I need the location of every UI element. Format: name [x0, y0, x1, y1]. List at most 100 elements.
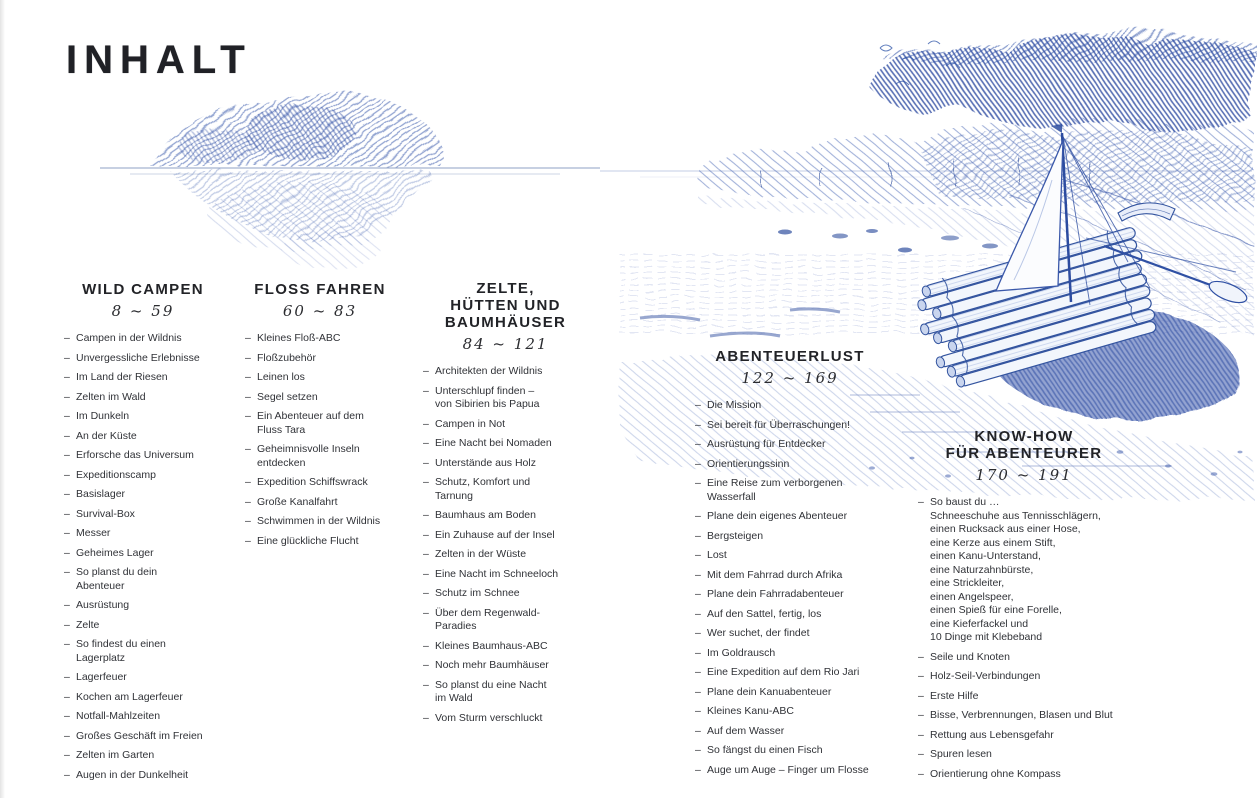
- item-label: So planst du eine Nacht im Wald: [435, 678, 547, 705]
- item-label: Geheimnisvolle Inseln entdecken: [257, 443, 360, 469]
- item-dash: –: [423, 509, 429, 521]
- item-dash: –: [64, 710, 70, 722]
- toc-item: – Noch mehr Baumhäuser: [423, 659, 588, 673]
- section-item-list: – Campen in der Wildnis – Unvergessliche Er…: [64, 332, 222, 782]
- toc-section: KNOW-HOW FÜR ABENTEURER 170 ~ 191– So baus…: [918, 428, 1130, 787]
- item-dash: –: [245, 390, 251, 403]
- item-label: Zelten im Wald: [76, 390, 146, 403]
- item-label: Unterschlupf finden – von Sibirien bis P…: [435, 384, 540, 411]
- section-item-list: – Kleines Floß-ABC – Floßzubehör – Leinen los…: [245, 332, 395, 548]
- toc-item: – Orientierungssinn: [695, 458, 885, 472]
- item-label: So findest du einen Lagerplatz: [76, 638, 166, 664]
- toc-item: – Architekten der Wildnis: [423, 365, 588, 379]
- item-label: Leinen los: [257, 371, 305, 383]
- item-label: Auf dem Wasser: [707, 724, 785, 737]
- sail-illustration: [994, 139, 1064, 292]
- item-label: So fängst du einen Fisch: [707, 744, 823, 756]
- item-dash: –: [64, 527, 70, 539]
- toc-item: – Auf den Sattel, fertig, los: [695, 608, 885, 622]
- far-treeline-illustration: [700, 116, 1254, 211]
- section-title: WILD CAMPEN: [82, 281, 204, 298]
- item-dash: –: [423, 678, 429, 691]
- boat-illustration: [1117, 202, 1176, 222]
- item-dash: –: [423, 437, 429, 449]
- item-label: Schwimmen in der Wildnis: [257, 515, 381, 527]
- item-dash: –: [423, 639, 429, 652]
- toc-item: – Leinen los: [245, 371, 395, 385]
- item-dash: –: [695, 568, 701, 581]
- item-label: Ein Zuhause auf der Insel: [435, 528, 555, 541]
- toc-item: – Rettung aus Lebensgefahr: [918, 729, 1130, 743]
- item-label: Expeditionscamp: [76, 468, 156, 481]
- section-page-range: 60 ~ 83: [282, 302, 358, 320]
- item-dash: –: [245, 443, 251, 455]
- item-label: Über dem Regenwald- Paradies: [435, 606, 541, 633]
- toc-item: – Kleines Floß-ABC: [245, 332, 395, 346]
- toc-item: – Spuren lesen: [918, 748, 1130, 762]
- item-label: Messer: [76, 527, 111, 539]
- toc-item: – Notfall-Mahlzeiten: [64, 710, 222, 724]
- item-dash: –: [423, 567, 429, 580]
- toc-item: – So fängst du einen Fisch: [695, 744, 885, 758]
- item-dash: –: [918, 767, 924, 780]
- item-dash: –: [423, 384, 429, 397]
- item-dash: –: [423, 587, 429, 599]
- item-dash: –: [64, 410, 70, 422]
- item-dash: –: [695, 724, 701, 737]
- toc-item: – Kleines Baumhaus-ABC: [423, 640, 588, 654]
- toc-item: – Floßzubehör: [245, 352, 395, 366]
- item-dash: –: [695, 646, 701, 659]
- toc-item: – Bergsteigen: [695, 530, 885, 544]
- item-dash: –: [918, 728, 924, 741]
- item-label: Plane dein eigenes Abenteuer: [707, 510, 848, 522]
- item-label: Geheimes Lager: [76, 546, 154, 559]
- toc-item: – Zelten im Garten: [64, 749, 222, 763]
- island-trees-illustration: [150, 90, 443, 268]
- item-label: Erste Hilfe: [930, 689, 979, 702]
- item-dash: –: [695, 438, 701, 450]
- item-label: Survival-Box: [76, 507, 135, 520]
- toc-item: – Schutz im Schnee: [423, 587, 588, 601]
- toc-section: ABENTEUERLUST 122 ~ 169– Die Mission – Sei b…: [695, 348, 885, 783]
- toc-item: – Vom Sturm verschluckt: [423, 712, 588, 726]
- rigging-illustration: [1061, 134, 1151, 306]
- item-label: Lost: [707, 549, 727, 561]
- item-label: Baumhaus am Boden: [435, 509, 536, 521]
- item-dash: –: [64, 390, 70, 403]
- item-dash: –: [423, 365, 429, 377]
- item-dash: –: [423, 606, 429, 619]
- toc-item: – Geheimnisvolle Inseln entdecken: [245, 443, 395, 470]
- section-item-list: – Die Mission – Sei bereit für Überraschung…: [695, 399, 885, 777]
- item-label: Die Mission: [707, 399, 762, 411]
- section-title: ZELTE, HÜTTEN UND BAUMHÄUSER: [444, 280, 567, 331]
- item-dash: –: [695, 666, 701, 678]
- item-dash: –: [245, 534, 251, 547]
- item-dash: –: [423, 476, 429, 488]
- toc-item: – Eine glückliche Flucht: [245, 535, 395, 549]
- item-label: Campen in Not: [435, 417, 506, 430]
- toc-item: – Campen in Not: [423, 418, 588, 432]
- item-label: Segel setzen: [257, 390, 318, 403]
- toc-item: – So baust du … Schneeschuhe aus Tennissc…: [918, 496, 1130, 645]
- toc-item: – Schwimmen in der Wildnis: [245, 515, 395, 529]
- item-label: Große Kanalfahrt: [257, 495, 338, 508]
- toc-item: – Lost: [695, 549, 885, 563]
- toc-item: – Expedition Schiffswrack: [245, 476, 395, 490]
- item-label: Plane dein Kanuabenteuer: [707, 685, 832, 698]
- item-dash: –: [245, 332, 251, 344]
- item-label: Augen in der Dunkelheit: [76, 768, 189, 781]
- item-dash: –: [64, 618, 70, 631]
- toc-item: – Expeditionscamp: [64, 469, 222, 483]
- tree-canopy-illustration: [868, 33, 1254, 131]
- item-dash: –: [64, 690, 70, 703]
- toc-item: – So planst du eine Nacht im Wald: [423, 679, 588, 706]
- item-label: Kochen am Lagerfeuer: [76, 690, 183, 703]
- item-dash: –: [695, 705, 701, 717]
- item-dash: –: [918, 709, 924, 721]
- item-label: Kleines Kanu-ABC: [707, 705, 794, 717]
- item-label: Orientierung ohne Kompass: [930, 767, 1061, 780]
- toc-item: – Schutz, Komfort und Tarnung: [423, 476, 588, 503]
- item-dash: –: [695, 685, 701, 698]
- toc-item: – Mit dem Fahrrad durch Afrika: [695, 569, 885, 583]
